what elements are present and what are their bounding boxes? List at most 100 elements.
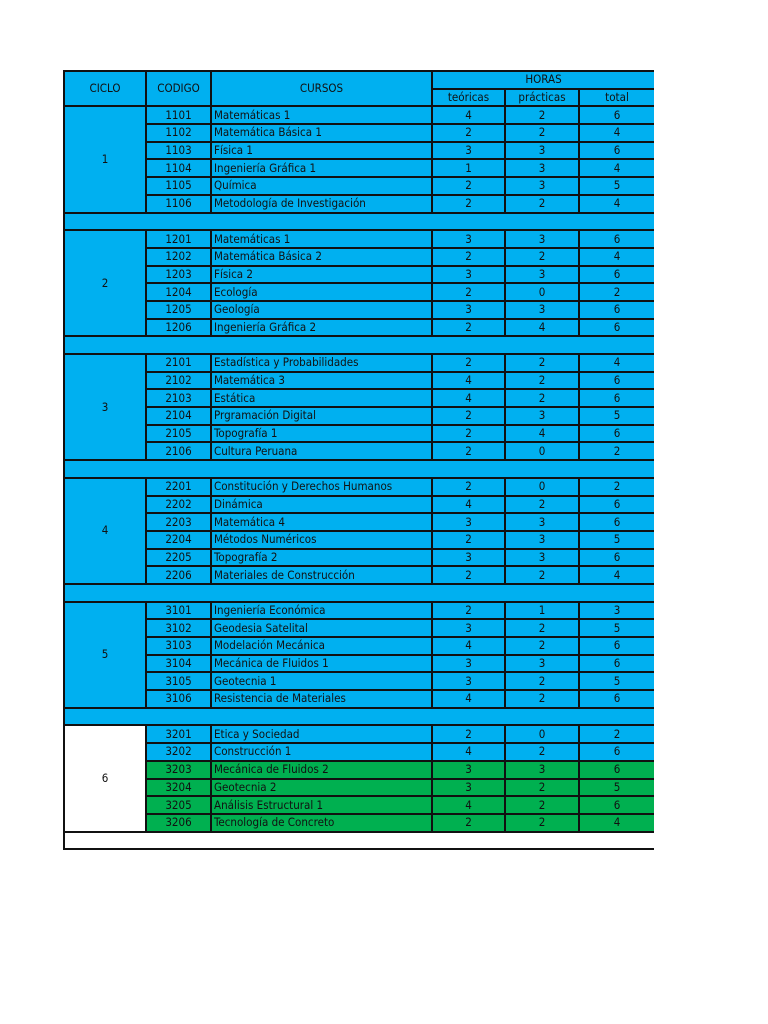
header-total: total bbox=[578, 87, 654, 108]
curso-cell: Física 1 bbox=[210, 140, 433, 161]
total-cell: 4 bbox=[578, 158, 654, 179]
codigo-cell: 1206 bbox=[145, 317, 212, 338]
practicas-cell: 0 bbox=[504, 282, 580, 302]
codigo-cell: 3103 bbox=[145, 636, 212, 656]
teoricas-cell: 2 bbox=[431, 441, 506, 462]
curso-cell: Química bbox=[210, 176, 433, 196]
total-cell: 6 bbox=[578, 547, 654, 568]
codigo-cell: 2105 bbox=[145, 423, 212, 444]
table-row: 1204 Ecología 2 0 2 bbox=[64, 282, 654, 302]
codigo-cell: 1201 bbox=[145, 229, 212, 249]
curso-cell: Matemática 3 bbox=[210, 370, 433, 391]
table-row: 3102 Geodesia Satelital 3 2 5 bbox=[64, 618, 654, 638]
header-practicas: prácticas bbox=[504, 87, 580, 108]
curso-cell: Estática bbox=[210, 388, 433, 409]
practicas-cell: 4 bbox=[504, 423, 580, 444]
practicas-cell: 2 bbox=[504, 689, 580, 709]
ciclo-cell: 5 bbox=[63, 600, 147, 709]
header-cursos: CURSOS bbox=[210, 69, 433, 108]
curso-cell: Mecánica de Fluidos 2 bbox=[210, 759, 433, 780]
curso-cell: Métodos Numéricos bbox=[210, 529, 433, 550]
total-cell: 5 bbox=[578, 777, 654, 798]
table-row: 6 3201 Etica y Sociedad 2 0 2 bbox=[63, 724, 654, 833]
practicas-cell: 3 bbox=[504, 176, 580, 196]
curso-cell: Matemática Básica 1 bbox=[210, 123, 433, 143]
practicas-cell: 2 bbox=[504, 353, 580, 373]
separator-cell bbox=[63, 211, 654, 232]
codigo-cell: 2204 bbox=[145, 529, 212, 550]
teoricas-cell: 4 bbox=[431, 689, 506, 709]
curso-cell: Metodología de Investigación bbox=[210, 193, 433, 214]
codigo-cell: 3203 bbox=[145, 759, 212, 780]
header-row: CICLO CODIGO CURSOS HORAS bbox=[63, 69, 654, 108]
separator-cell bbox=[63, 335, 654, 355]
separator-cell bbox=[63, 582, 654, 603]
practicas-cell: 2 bbox=[504, 812, 580, 833]
practicas-cell: 3 bbox=[504, 406, 580, 426]
teoricas-cell: 3 bbox=[431, 547, 506, 568]
curso-cell: Dinámica bbox=[210, 494, 433, 515]
codigo-cell: 3102 bbox=[145, 618, 212, 638]
practicas-cell: 2 bbox=[504, 193, 580, 214]
ciclo-cell: 3 bbox=[63, 352, 147, 462]
codigo-cell: 1103 bbox=[145, 140, 212, 161]
total-cell: 2 bbox=[578, 476, 654, 497]
codigo-cell: 2202 bbox=[145, 494, 212, 515]
practicas-cell: 2 bbox=[504, 742, 580, 762]
total-cell: 6 bbox=[578, 795, 654, 815]
curso-cell: Matemática Básica 2 bbox=[210, 246, 433, 267]
codigo-cell: 2106 bbox=[145, 441, 212, 462]
total-cell: 6 bbox=[578, 299, 654, 320]
teoricas-cell: 2 bbox=[431, 353, 506, 373]
teoricas-cell: 2 bbox=[431, 423, 506, 444]
total-cell: 6 bbox=[578, 423, 654, 444]
codigo-cell: 1102 bbox=[145, 123, 212, 143]
total-cell: 4 bbox=[578, 565, 654, 585]
codigo-cell: 3206 bbox=[145, 812, 212, 833]
practicas-cell: 2 bbox=[504, 777, 580, 798]
teoricas-cell: 4 bbox=[431, 795, 506, 815]
total-cell: 5 bbox=[578, 671, 654, 692]
table-row: 2106 Cultura Peruana 2 0 2 bbox=[64, 441, 654, 462]
teoricas-cell: 4 bbox=[431, 388, 506, 409]
codigo-cell: 3204 bbox=[145, 777, 212, 798]
codigo-cell: 2102 bbox=[145, 370, 212, 391]
total-cell: 4 bbox=[578, 246, 654, 267]
total-cell: 5 bbox=[578, 618, 654, 638]
separator-row bbox=[63, 830, 654, 851]
codigo-cell: 3202 bbox=[145, 742, 212, 762]
teoricas-cell: 4 bbox=[431, 494, 506, 515]
separator-row bbox=[63, 706, 654, 727]
curso-cell: Geotecnia 1 bbox=[210, 671, 433, 692]
curso-cell: Mecánica de Fluidos 1 bbox=[210, 653, 433, 674]
codigo-cell: 3101 bbox=[145, 600, 212, 621]
separator-cell bbox=[63, 706, 654, 727]
practicas-cell: 0 bbox=[504, 441, 580, 462]
teoricas-cell: 2 bbox=[431, 282, 506, 302]
ciclo-cell: 6 bbox=[63, 724, 147, 833]
practicas-cell: 3 bbox=[504, 512, 580, 532]
codigo-cell: 1105 bbox=[145, 176, 212, 196]
separator-cell bbox=[63, 830, 654, 851]
codigo-cell: 2201 bbox=[145, 476, 212, 497]
total-cell: 3 bbox=[578, 600, 654, 621]
total-cell: 6 bbox=[578, 636, 654, 656]
teoricas-cell: 2 bbox=[431, 176, 506, 196]
table-row: 2202 Dinámica 4 2 6 bbox=[64, 494, 654, 515]
total-cell: 6 bbox=[578, 317, 654, 338]
practicas-cell: 2 bbox=[504, 123, 580, 143]
total-cell: 6 bbox=[578, 742, 654, 762]
teoricas-cell: 2 bbox=[431, 476, 506, 497]
codigo-cell: 1204 bbox=[145, 282, 212, 302]
curso-cell: Matemáticas 1 bbox=[210, 105, 433, 126]
teoricas-cell: 3 bbox=[431, 777, 506, 798]
codigo-cell: 3201 bbox=[145, 724, 212, 745]
table-row: 1106 Metodología de Investigación 2 2 4 bbox=[64, 193, 654, 214]
